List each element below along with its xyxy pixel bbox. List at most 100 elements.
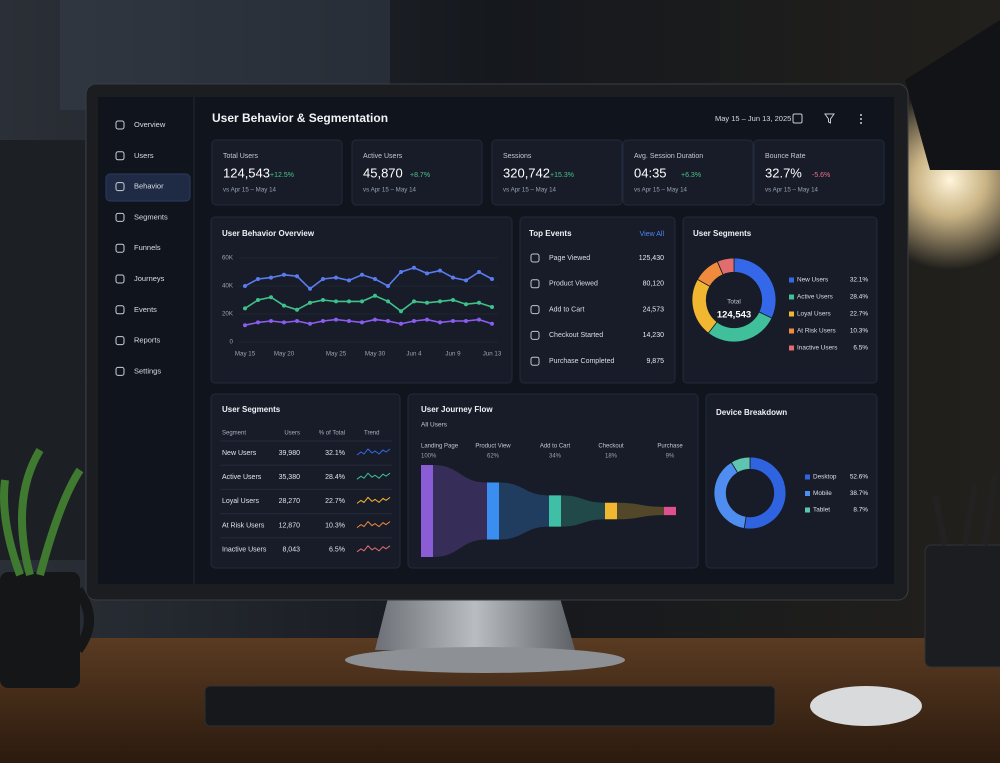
stage-label: Product View xyxy=(475,444,511,450)
kpi-value: 32.7% xyxy=(765,165,802,180)
kpi-compare: vs Apr 15 – May 14 xyxy=(765,187,819,194)
kpi-change: +12.5% xyxy=(270,172,294,179)
kpi-compare: vs Apr 15 – May 14 xyxy=(503,187,557,194)
calendar-icon[interactable] xyxy=(792,113,803,124)
kpi-card xyxy=(753,139,885,206)
legend-swatch xyxy=(789,328,794,334)
nav-icon[interactable] xyxy=(115,151,125,161)
table-cell: 32.1% xyxy=(325,450,345,457)
nav-icon[interactable] xyxy=(115,120,125,130)
data-point xyxy=(373,277,377,281)
stage-value: 18% xyxy=(605,454,618,460)
data-point xyxy=(464,319,468,323)
legend-label: New Users xyxy=(797,277,828,284)
data-point xyxy=(412,319,416,323)
funnel-bar xyxy=(421,465,433,557)
data-point xyxy=(295,307,299,312)
table-cell: 28,270 xyxy=(279,498,301,505)
nav-item: Funnels xyxy=(134,243,161,252)
legend-swatch xyxy=(805,474,810,480)
stage-value: 34% xyxy=(549,454,562,460)
panel xyxy=(407,393,699,569)
nav-icon[interactable] xyxy=(115,336,125,346)
chart-title: User Journey Flow xyxy=(421,405,493,414)
data-point xyxy=(282,320,286,325)
event-count: 125,430 xyxy=(639,255,664,262)
data-point xyxy=(347,278,351,283)
table-header: Segment xyxy=(222,431,246,437)
keyboard xyxy=(204,685,776,727)
data-point xyxy=(386,299,390,304)
event-name: Purchase Completed xyxy=(549,358,614,365)
kpi-label: Total Users xyxy=(223,153,259,160)
event-name: Checkout Started xyxy=(549,332,603,339)
page-title: User Behavior & Segmentation xyxy=(212,111,388,125)
data-point xyxy=(256,277,260,281)
x-tick-label: May 25 xyxy=(326,351,347,358)
data-point xyxy=(438,268,442,273)
legend-value: 52.6% xyxy=(850,474,868,481)
kpi-change: +8.7% xyxy=(410,172,430,179)
date-range[interactable]: May 15 – Jun 13, 2025 xyxy=(715,114,791,123)
kpi-label: Active Users xyxy=(363,153,403,160)
event-name: Page Viewed xyxy=(549,255,590,262)
legend-swatch xyxy=(805,507,810,513)
stage-label: Landing Page xyxy=(421,444,459,450)
stage-value: 100% xyxy=(421,454,437,460)
data-point xyxy=(269,295,273,300)
kpi-value: 04:35 xyxy=(634,165,667,180)
panel xyxy=(210,393,401,569)
legend-value: 8.7% xyxy=(853,507,868,514)
panel xyxy=(705,393,878,569)
trend-sparkline xyxy=(356,448,391,456)
pie-slice xyxy=(716,257,735,276)
event-count: 80,120 xyxy=(643,281,665,288)
data-point xyxy=(490,277,494,281)
panel-title: Top Events xyxy=(529,229,572,238)
data-point xyxy=(321,277,325,281)
nav-icon[interactable] xyxy=(115,182,125,192)
data-point xyxy=(360,272,364,277)
legend-label: Tablet xyxy=(813,507,830,514)
nav-icon[interactable] xyxy=(115,243,125,253)
data-point xyxy=(243,323,247,328)
data-point xyxy=(282,303,286,308)
nav-item: Behavior xyxy=(134,182,164,191)
nav-icon[interactable] xyxy=(115,305,125,315)
kpi-card xyxy=(491,139,623,206)
shelf xyxy=(0,140,85,560)
data-point xyxy=(256,298,260,302)
table-cell: At Risk Users xyxy=(222,522,265,529)
stage-label: Purchase xyxy=(657,444,683,450)
data-point xyxy=(334,299,338,304)
data-point xyxy=(438,299,442,304)
table-cell: New Users xyxy=(222,450,257,457)
filter-icon[interactable] xyxy=(824,113,835,124)
table-header: Trend xyxy=(364,431,379,437)
data-point xyxy=(269,275,273,280)
x-tick-label: May 20 xyxy=(274,351,295,358)
data-point xyxy=(360,299,364,304)
legend-value: 6.5% xyxy=(853,345,868,352)
chart-title: User Behavior Overview xyxy=(222,229,315,238)
data-point xyxy=(295,274,299,279)
data-point xyxy=(451,319,455,323)
panel-title: User Segments xyxy=(222,405,281,414)
nav-icon[interactable] xyxy=(115,274,125,284)
view-all-link[interactable]: View All xyxy=(640,231,665,238)
data-point xyxy=(386,319,390,323)
event-icon xyxy=(530,356,540,366)
more-icon[interactable] xyxy=(860,114,862,124)
nav-item: Users xyxy=(134,151,154,160)
nav-icon[interactable] xyxy=(115,366,125,376)
data-point xyxy=(477,317,481,322)
trend-sparkline xyxy=(356,520,391,528)
legend-swatch xyxy=(805,491,810,496)
data-point xyxy=(412,265,416,270)
nav-item: Segments xyxy=(134,212,168,221)
data-point xyxy=(334,275,338,280)
data-point xyxy=(295,319,299,323)
nav-icon[interactable] xyxy=(115,212,125,222)
x-tick-label: Jun 9 xyxy=(445,351,461,358)
legend-value: 32.1% xyxy=(850,277,868,284)
